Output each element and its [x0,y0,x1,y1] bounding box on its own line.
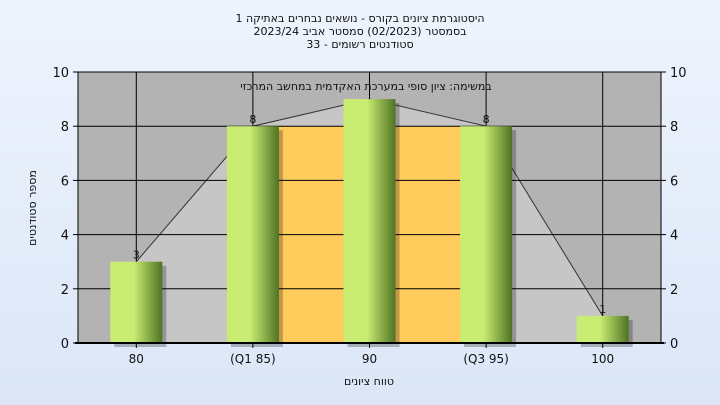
bar-value-label: 8 [483,113,490,126]
chart-title-line-3: סטודנטים רשומים - 33 [306,38,413,51]
y-tick-label-left: 10 [52,66,69,81]
bar-value-label: 3 [133,249,140,262]
chart-annotation: במשימה: ציון סופי במערכת האקדמית במחשב ה… [240,80,491,93]
x-tick-label: 90 [362,352,377,366]
chart-title-block: היסטוגרמת ציונים בקורס - נושאים נבחרים ב… [235,12,484,51]
y-tick-label-right: 2 [670,283,678,298]
chart-title-line-2: בסמסטר (02/2023) סמסטר אביב 2023/24 [253,25,466,38]
x-axis-label: טווח ציונים [344,375,394,388]
bar-value-label: 1 [599,303,606,316]
axes: 0 0 2 2 4 4 6 6 8 8 10 10 80 (Q1 85) 90 (Q3 95) 100 [52,66,686,366]
bar [226,126,279,343]
y-tick-label-left: 4 [61,229,69,244]
y-tick-label-left: 6 [61,174,69,189]
y-axis-label: מספר סטודנטים [26,170,39,246]
bar [343,99,396,343]
bar [576,315,629,343]
y-tick-label-right: 10 [670,66,687,81]
y-tick-label-right: 6 [670,174,678,189]
bars [110,99,633,347]
data-labels: 3 8 8 1 [133,113,606,316]
x-tick-label: 100 [591,352,614,366]
bar-value-label: 8 [249,113,256,126]
chart-title-line-1: היסטוגרמת ציונים בקורס - נושאים נבחרים ב… [235,12,484,25]
y-tick-label-left: 2 [61,283,69,298]
y-tick-label-right: 8 [670,120,678,135]
y-tick-label-right: 0 [670,337,678,352]
x-tick-label: (Q3 95) [463,352,509,366]
bar [110,261,163,343]
y-tick-label-right: 4 [670,229,678,244]
x-tick-label: (Q1 85) [230,352,276,366]
y-tick-label-left: 0 [61,337,69,352]
y-tick-label-left: 8 [61,120,69,135]
bar [460,126,513,343]
x-tick-label: 80 [129,352,144,366]
